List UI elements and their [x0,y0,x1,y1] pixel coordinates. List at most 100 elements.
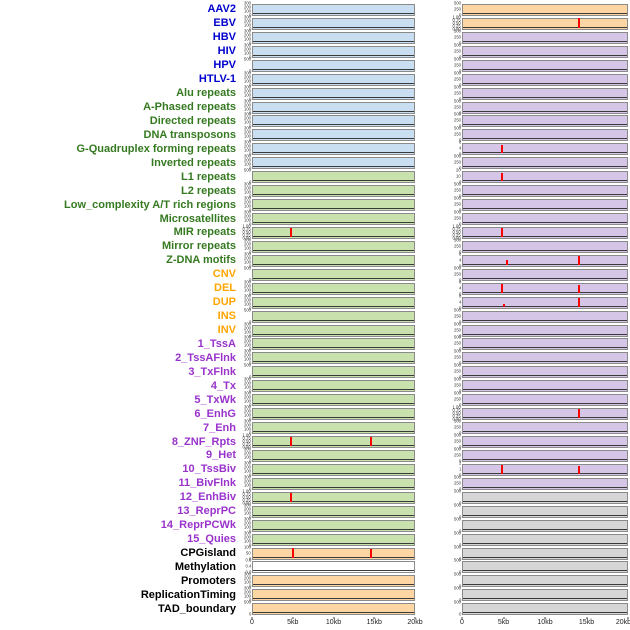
signal-baseline [253,584,414,586]
y-tick-label: 100 [243,455,251,461]
y-tick-label: 0 [458,543,461,548]
signal-baseline [463,82,627,84]
track-panel-right [462,213,628,226]
y-tick-label: 300 [243,294,251,299]
track-row: Microsatellites 300 200 100 0 500 250 0 [0,210,630,227]
y-tick-label: 0 [458,292,461,297]
signal-baseline [463,180,627,182]
x-tick-mark [503,617,504,619]
y-tick-label: 500 [243,308,251,313]
y-tick-label: 500 [453,475,461,480]
y-tick-label: 500 [453,196,461,202]
x-axis-row: 0 5kb 10kb 15kb 20kb 0 5kb 10kb 15kb 20kb [0,617,630,629]
track-panel-left [252,575,415,588]
y-tick-label: 300 [243,238,251,244]
y-tick-label: 500 [453,503,461,508]
y-axis-ticks-left: 100 50 0 [240,545,252,561]
signal-baseline [463,528,627,530]
y-axis-ticks-right: 500 250 0 [450,99,462,115]
y-tick-label: 0 [248,27,251,33]
track-panel-left [252,129,415,142]
y-tick-label: 1.00 [452,406,461,411]
signal-baseline [463,277,627,279]
y-tick-label: 0 [458,208,461,214]
y-tick-label: 300 [243,587,251,592]
y-tick-label: 500 [453,378,461,383]
track-panel-right [462,45,628,58]
y-tick-label: 0 [248,125,251,130]
y-tick-label: 200 [243,284,251,289]
y-tick-label: 300 [243,392,251,397]
track-row: 3_TxFlnk 500 0 500 250 0 [0,364,630,380]
y-tick-label: 250 [453,77,461,82]
y-tick-label: 250 [453,49,461,54]
track-row: Promoters 300 200 100 0 500 0 [0,573,630,590]
track-panel-right [462,157,628,170]
y-tick-label: 0 [458,445,461,451]
y-axis-ticks-right: 500 0 [450,518,462,534]
track-panel-left [252,254,415,267]
track-panel-left [252,603,415,616]
x-tick-mark [373,617,375,619]
x-axis-right: 0 5kb 10kb 15kb 20kb [460,617,630,629]
signal-baseline [463,403,627,405]
signal-baseline [463,96,627,98]
track-panel-right [462,310,628,323]
track-panel-right [462,73,628,86]
signal-baseline [463,235,627,237]
track-row: 2_TssAFlnk 300 200 100 0 500 250 0 [0,350,630,367]
y-tick-label: 200 [243,396,251,401]
y-tick-label: 0 [458,167,461,172]
y-tick-label: 500 [243,601,251,606]
y-tick-label: 500 [243,364,251,369]
y-axis-ticks-left: 1.00 0.75 0.50 0.25 0.00 [240,434,252,450]
signal-baseline [463,598,627,600]
track-panel-left [252,436,415,449]
track-panel-left [252,296,415,309]
y-tick-label: 0 [248,195,251,200]
track-label: EBV [213,17,236,30]
track-label: HPV [213,59,236,72]
track-panel-right [462,101,628,114]
y-tick-label: 0 [458,195,461,200]
y-tick-label: 0 [458,139,461,144]
y-axis-ticks-left: 300 200 100 0 [240,197,252,213]
signal-baseline [253,54,414,56]
y-tick-label: 300 [243,15,251,21]
y-tick-label: 0.00 [452,27,461,33]
y-tick-label: 0 [248,55,251,60]
signal-baseline [463,514,627,516]
track-row: 14_ReprPCWk 300 200 100 0 500 0 [0,518,630,534]
y-tick-label: 0 [248,97,251,102]
track-label: 3_TxFlnk [188,365,236,378]
y-tick-label: 100 [243,414,251,419]
y-tick-label: 100 [243,204,251,210]
y-tick-label: 100 [243,525,251,530]
track-label: CPGisland [180,547,236,560]
track-panel-left [252,59,415,72]
y-axis-ticks-left: 300 200 100 0 [240,72,252,88]
y-tick-label: 0 [458,362,461,367]
signal-spike [500,144,503,154]
y-tick-label: 300 [243,210,251,216]
y-axis-ticks-left: 300 200 100 0 [240,322,252,338]
y-tick-label: 0 [458,181,461,186]
y-tick-label: 200 [243,242,251,248]
track-label: DEL [214,282,236,295]
track-row: INS 500 0 500 250 0 [0,308,630,325]
y-tick-label: 0 [248,153,251,158]
y-axis-ticks-left: 300 200 100 0 [240,350,252,366]
signal-baseline [463,431,627,433]
track-label: 11_BivFlnk [178,477,236,490]
y-tick-label: 200 [243,507,251,512]
y-tick-label: 500 [453,336,461,341]
y-tick-label: 250 [453,133,461,138]
track-panel-right [462,59,628,72]
y-tick-label: 50 [246,551,251,556]
y-tick-label: 100 [243,246,251,252]
y-tick-label: 300 [243,419,251,425]
signal-baseline [463,389,627,391]
track-panel-left [252,491,415,504]
signal-baseline [463,305,627,307]
y-tick-label: 100 [243,581,251,586]
